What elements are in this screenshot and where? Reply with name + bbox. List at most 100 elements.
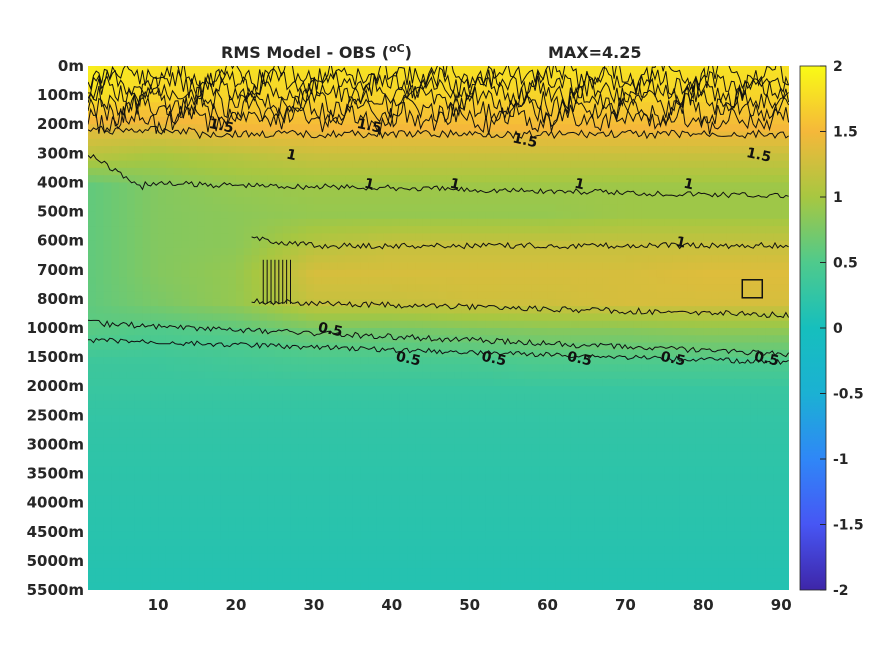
chart-title: RMS Model - OBS (oC) bbox=[221, 42, 412, 62]
heatmap-cell bbox=[158, 284, 167, 293]
heatmap-cell bbox=[399, 124, 408, 133]
heatmap-cell bbox=[563, 429, 572, 438]
heatmap-cell bbox=[407, 80, 416, 89]
heatmap-cell bbox=[765, 415, 775, 424]
heatmap-cell bbox=[695, 459, 704, 467]
heatmap-cell bbox=[695, 102, 704, 111]
heatmap-cell bbox=[438, 146, 447, 154]
heatmap-cell bbox=[391, 218, 401, 227]
heatmap-cell bbox=[267, 182, 276, 191]
heatmap-cell bbox=[524, 357, 533, 365]
heatmap-cell bbox=[259, 160, 268, 169]
heatmap-cell bbox=[345, 102, 354, 111]
heatmap-cell bbox=[734, 393, 743, 402]
heatmap-cell bbox=[695, 335, 704, 344]
heatmap-cell bbox=[313, 269, 323, 278]
heatmap-cell bbox=[158, 371, 167, 380]
heatmap-cell bbox=[103, 422, 112, 431]
heatmap-cell bbox=[742, 247, 751, 256]
heatmap-cell bbox=[345, 131, 354, 140]
heatmap-cell bbox=[391, 95, 401, 103]
heatmap-cell bbox=[251, 408, 260, 416]
heatmap-cell bbox=[212, 386, 222, 395]
heatmap-cell bbox=[446, 167, 455, 176]
heatmap-cell bbox=[142, 284, 151, 293]
heatmap-cell bbox=[711, 269, 720, 278]
heatmap-cell bbox=[773, 291, 782, 300]
heatmap-cell bbox=[664, 429, 673, 438]
heatmap-cell bbox=[508, 109, 517, 118]
heatmap-cell bbox=[337, 357, 346, 365]
heatmap-cell bbox=[243, 306, 253, 315]
heatmap-cell bbox=[461, 262, 471, 271]
heatmap-cell bbox=[765, 240, 775, 249]
heatmap-cell bbox=[633, 73, 642, 82]
heatmap-cell bbox=[189, 175, 198, 184]
heatmap-cell bbox=[204, 320, 214, 329]
heatmap-cell bbox=[313, 262, 323, 271]
heatmap-cell bbox=[718, 349, 728, 358]
heatmap-cell bbox=[555, 371, 564, 380]
heatmap-cell bbox=[563, 255, 572, 264]
heatmap-cell bbox=[602, 95, 611, 103]
heatmap-cell bbox=[664, 138, 673, 147]
heatmap-cell bbox=[422, 102, 432, 111]
heatmap-cell bbox=[329, 415, 338, 424]
heatmap-cell bbox=[290, 422, 299, 431]
heatmap-cell bbox=[687, 306, 697, 315]
heatmap-cell bbox=[103, 80, 112, 89]
heatmap-cell bbox=[531, 109, 541, 118]
heatmap-cell bbox=[485, 349, 494, 358]
heatmap-cell bbox=[352, 429, 362, 438]
heatmap-cell bbox=[477, 328, 486, 336]
heatmap-cell bbox=[508, 218, 517, 227]
heatmap-cell bbox=[718, 269, 728, 278]
heatmap-cell bbox=[165, 73, 175, 82]
heatmap-cell bbox=[189, 138, 198, 147]
heatmap-cell bbox=[781, 247, 789, 256]
heatmap-cell bbox=[142, 291, 151, 300]
heatmap-cell bbox=[243, 240, 253, 249]
heatmap-cell bbox=[368, 335, 377, 344]
heatmap-cell bbox=[656, 357, 665, 365]
heatmap-cell bbox=[360, 451, 369, 460]
heatmap-cell bbox=[103, 298, 112, 307]
heatmap-cell bbox=[438, 240, 447, 249]
heatmap-cell bbox=[142, 102, 151, 111]
heatmap-cell bbox=[119, 153, 128, 162]
heatmap-cell bbox=[142, 160, 151, 169]
heatmap-cell bbox=[158, 349, 167, 358]
heatmap-cell bbox=[282, 218, 292, 227]
heatmap-cell bbox=[329, 335, 338, 344]
heatmap-cell bbox=[555, 306, 564, 315]
heatmap-cell bbox=[648, 451, 658, 460]
heatmap-cell bbox=[212, 313, 222, 322]
heatmap-cell bbox=[625, 335, 634, 344]
heatmap-cell bbox=[142, 349, 151, 358]
heatmap-cell bbox=[547, 204, 556, 213]
heatmap-cell bbox=[298, 102, 307, 111]
heatmap-cell bbox=[602, 211, 611, 220]
heatmap-cell bbox=[158, 291, 167, 300]
heatmap-cell bbox=[368, 153, 377, 162]
heatmap-cell bbox=[454, 197, 463, 205]
heatmap-cell bbox=[88, 291, 97, 300]
heatmap-cell bbox=[461, 66, 471, 74]
heatmap-cell bbox=[181, 66, 190, 74]
heatmap-cell bbox=[781, 124, 789, 133]
heatmap-cell bbox=[282, 371, 292, 380]
heatmap-cell bbox=[648, 73, 658, 82]
heatmap-cell bbox=[368, 124, 377, 133]
heatmap-cell bbox=[352, 371, 362, 380]
heatmap-cell bbox=[212, 233, 222, 242]
heatmap-cell bbox=[609, 313, 619, 322]
heatmap-cell bbox=[368, 233, 377, 242]
heatmap-cell bbox=[95, 291, 105, 300]
heatmap-cell bbox=[197, 153, 206, 162]
heatmap-cell bbox=[150, 66, 159, 74]
heatmap-cell bbox=[633, 102, 642, 111]
heatmap-cell bbox=[555, 204, 564, 213]
heatmap-cell bbox=[539, 189, 549, 198]
heatmap-cell bbox=[531, 211, 541, 220]
heatmap-cell bbox=[454, 459, 463, 467]
